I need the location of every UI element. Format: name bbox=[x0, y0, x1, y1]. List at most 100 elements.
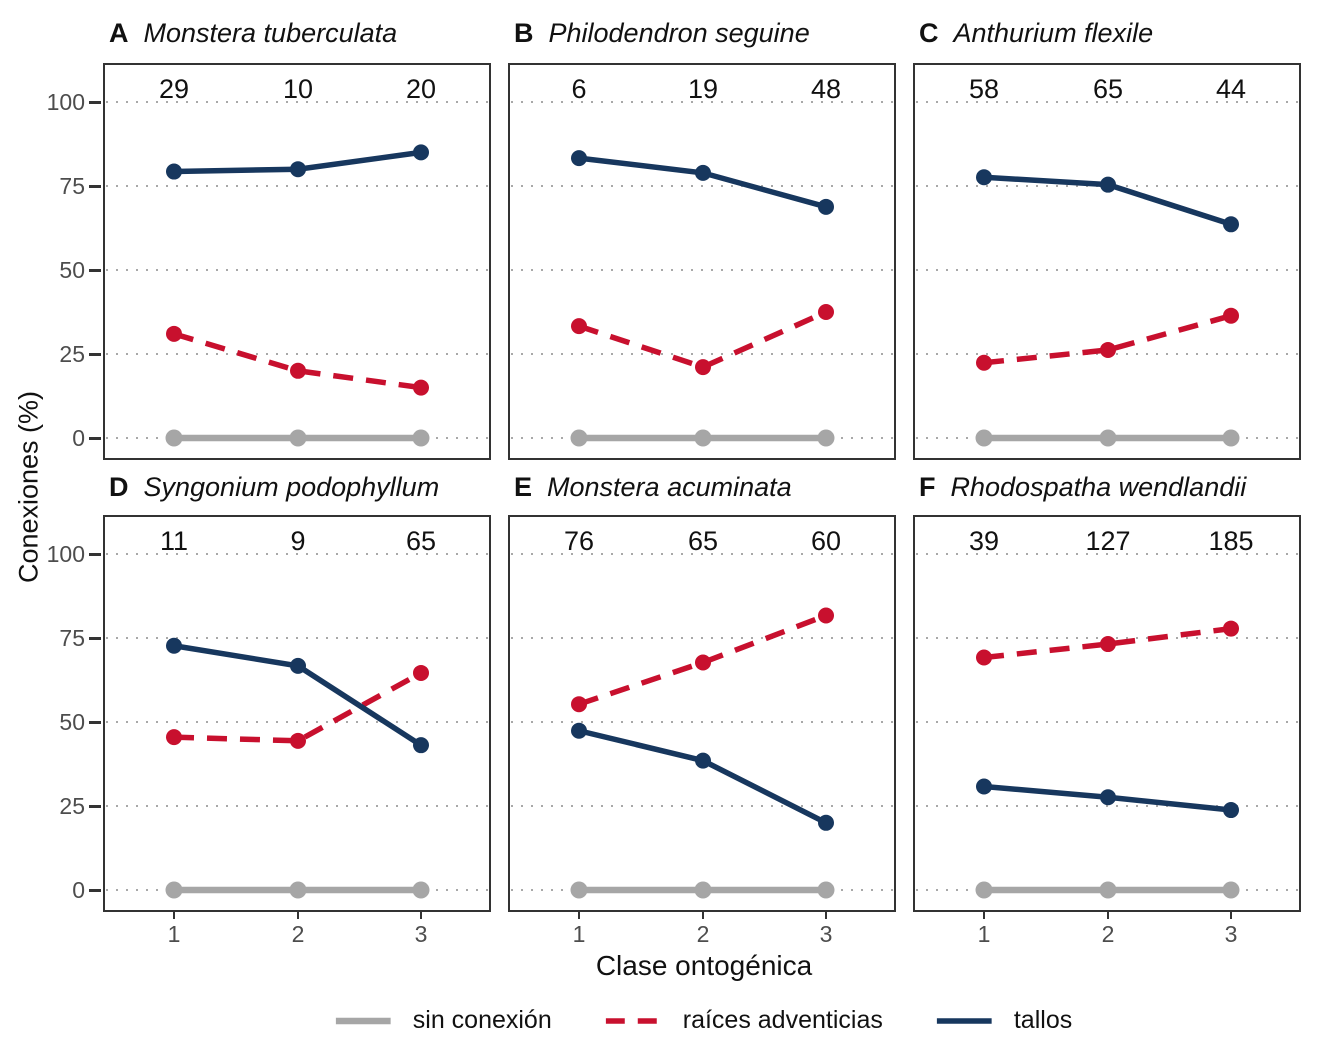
y-tick-label: 25 bbox=[59, 793, 85, 819]
data-point-raices-adventicias bbox=[1100, 341, 1116, 358]
series-line-raices-adventicias bbox=[173, 670, 423, 744]
y-tick-label: 75 bbox=[59, 625, 85, 651]
data-point-raices-adventicias bbox=[166, 729, 182, 746]
data-point-raices-adventicias bbox=[818, 304, 834, 320]
x-tick-label: 1 bbox=[977, 921, 991, 947]
facet-title-b: B Philodendron seguine bbox=[514, 16, 810, 50]
panel-border bbox=[103, 63, 491, 460]
facet-species: Monstera acuminata bbox=[547, 472, 792, 502]
legend-label: tallos bbox=[1013, 1006, 1073, 1034]
data-point-tallos bbox=[166, 637, 182, 654]
data-point-tallos bbox=[413, 737, 429, 754]
x-tick-mark bbox=[173, 912, 175, 919]
legend-key-line-sin-conexion bbox=[335, 1017, 391, 1024]
facet-panel-c: 58 65 44 bbox=[913, 63, 1301, 460]
x-tick-mark bbox=[420, 912, 422, 919]
data-point-tallos bbox=[1223, 216, 1239, 233]
x-tick-mark bbox=[578, 912, 580, 919]
count-label: 9 bbox=[290, 526, 305, 556]
y-tick-mark bbox=[89, 888, 101, 892]
x-axis-label: Clase ontogénica bbox=[595, 950, 813, 981]
facet-panel-d: 11 9 65 bbox=[103, 515, 491, 912]
count-label: 19 bbox=[688, 74, 718, 104]
y-tick-mark bbox=[89, 436, 101, 440]
data-point-tallos bbox=[695, 164, 711, 181]
panel-border bbox=[508, 63, 896, 460]
facet-panel-b: 6 19 48 bbox=[508, 63, 896, 460]
count-label: 60 bbox=[811, 526, 841, 556]
legend-item-sin-conexion: sin conexión bbox=[335, 1006, 552, 1035]
data-point-raices-adventicias bbox=[290, 362, 306, 379]
count-label: 39 bbox=[969, 526, 999, 556]
facet-letter: B bbox=[514, 18, 534, 48]
y-tick-mark bbox=[89, 100, 101, 104]
data-point-sin-conexion bbox=[1099, 881, 1117, 899]
y-tick-label: 100 bbox=[46, 89, 85, 115]
data-point-raices-adventicias bbox=[976, 649, 992, 666]
panel-border bbox=[913, 63, 1301, 460]
y-tick-mark bbox=[89, 184, 101, 188]
y-tick-label: 75 bbox=[59, 173, 85, 199]
legend-key-line-tallos bbox=[936, 1017, 992, 1024]
facet-title-a: A Monstera tuberculata bbox=[109, 16, 397, 50]
facet-panel-e: 76 65 60 bbox=[508, 515, 896, 912]
data-point-sin-conexion bbox=[694, 429, 712, 447]
x-tick-mark bbox=[825, 912, 827, 919]
data-point-raices-adventicias bbox=[818, 607, 834, 624]
data-point-sin-conexion bbox=[165, 881, 183, 899]
legend-key-line-raices-adventicias bbox=[605, 1017, 661, 1024]
x-tick-label: 2 bbox=[696, 921, 710, 947]
data-point-tallos bbox=[1100, 789, 1116, 806]
y-tick-mark bbox=[89, 552, 101, 556]
data-point-raices-adventicias bbox=[976, 354, 992, 371]
count-label: 65 bbox=[1093, 74, 1123, 104]
facet-letter: C bbox=[919, 18, 939, 48]
data-point-tallos bbox=[571, 150, 587, 167]
facet-title-d: D Syngonium podophyllum bbox=[109, 470, 439, 504]
data-point-raices-adventicias bbox=[166, 325, 182, 342]
y-tick-mark bbox=[89, 720, 101, 724]
data-point-sin-conexion bbox=[975, 429, 993, 447]
count-label: 29 bbox=[159, 74, 189, 104]
data-point-raices-adventicias bbox=[1223, 620, 1239, 637]
facet-title-f: F Rhodospatha wendlandii bbox=[919, 470, 1246, 504]
data-point-tallos bbox=[976, 169, 992, 186]
facet-species: Rhodospatha wendlandii bbox=[950, 472, 1247, 502]
count-label: 10 bbox=[283, 74, 313, 104]
legend-label: raíces adventicias bbox=[682, 1006, 883, 1034]
data-point-sin-conexion bbox=[289, 881, 307, 899]
series-line-raices-adventicias bbox=[578, 612, 827, 707]
series-line-raices-adventicias bbox=[983, 313, 1232, 366]
x-tick-mark bbox=[297, 912, 299, 919]
data-point-tallos bbox=[413, 144, 429, 161]
x-tick-label: 3 bbox=[819, 921, 833, 947]
data-point-raices-adventicias bbox=[695, 359, 711, 376]
data-point-tallos bbox=[818, 198, 834, 215]
facet-title-e: E Monstera acuminata bbox=[514, 470, 792, 504]
data-point-raices-adventicias bbox=[695, 654, 711, 671]
data-point-sin-conexion bbox=[1222, 429, 1240, 447]
panel-border bbox=[103, 515, 491, 912]
legend-label: sin conexión bbox=[412, 1006, 552, 1034]
data-point-sin-conexion bbox=[289, 429, 307, 447]
x-tick-mark bbox=[1230, 912, 1232, 919]
data-point-tallos bbox=[290, 657, 306, 674]
data-point-sin-conexion bbox=[694, 881, 712, 899]
count-label: 65 bbox=[406, 526, 436, 556]
panel-border bbox=[913, 515, 1301, 912]
y-tick-label: 100 bbox=[46, 541, 85, 567]
count-label: 58 bbox=[969, 74, 999, 104]
x-tick-mark bbox=[983, 912, 985, 919]
series-line-raices-adventicias bbox=[578, 309, 828, 371]
y-tick-label: 25 bbox=[59, 341, 85, 367]
x-tick-label: 3 bbox=[414, 921, 428, 947]
data-point-sin-conexion bbox=[975, 881, 993, 899]
legend: sin conexión raíces adventicias tallos bbox=[309, 1006, 1099, 1035]
data-point-tallos bbox=[571, 722, 587, 739]
facet-species: Anthurium flexile bbox=[953, 18, 1154, 48]
facet-letter: D bbox=[109, 472, 129, 502]
data-point-raices-adventicias bbox=[290, 732, 306, 749]
x-tick-mark bbox=[1107, 912, 1109, 919]
y-tick-label: 0 bbox=[72, 877, 85, 903]
